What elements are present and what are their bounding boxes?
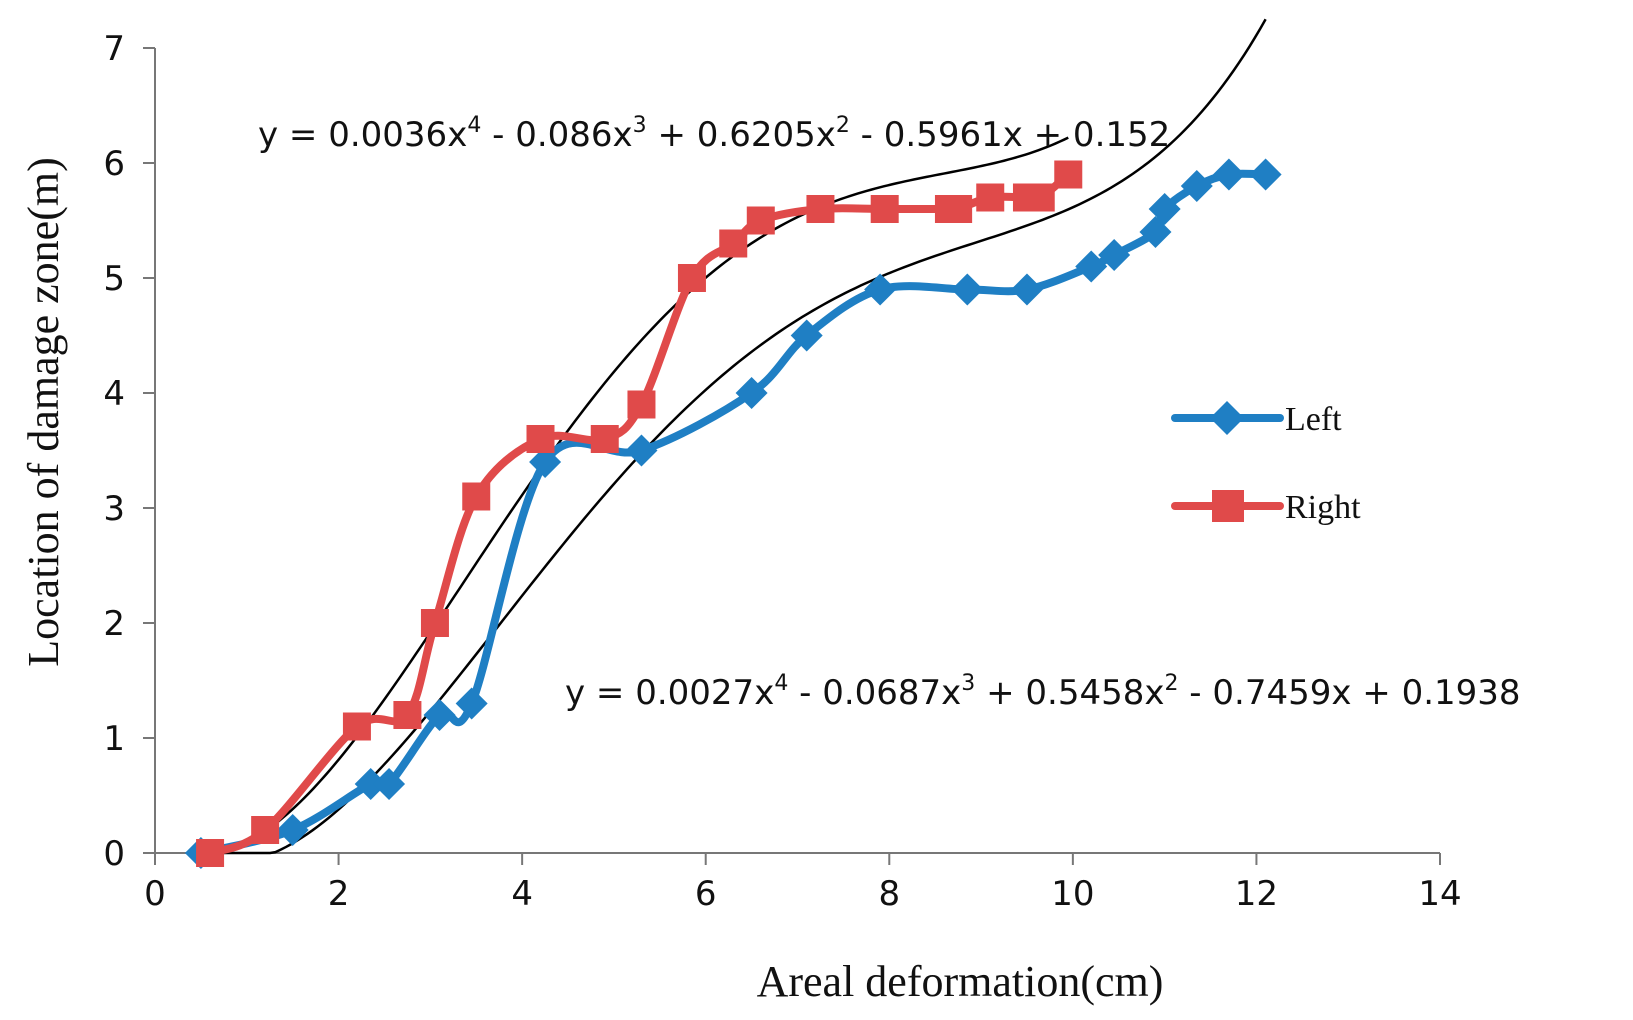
data-point-left (1212, 158, 1245, 191)
x-tick-label: 4 (511, 874, 533, 914)
data-point-right (719, 229, 748, 258)
data-point-left (1098, 239, 1131, 271)
data-point-right (420, 609, 449, 637)
series-group (184, 158, 1282, 869)
data-point-right (196, 839, 225, 867)
data-point-left (625, 434, 658, 467)
x-tick-label: 0 (144, 874, 166, 914)
data-point-left (1010, 273, 1043, 306)
data-point-left (735, 377, 768, 409)
data-point-left (373, 768, 406, 800)
y-tick-label: 5 (103, 259, 125, 299)
legend-marker-right (1212, 490, 1244, 522)
x-tick-label: 14 (1418, 874, 1461, 914)
y-tick-label: 2 (103, 604, 125, 644)
series-line-left (196, 169, 1270, 857)
legend: Left Right (1171, 401, 1361, 526)
data-point-left (423, 699, 456, 731)
y-tick-label: 7 (103, 29, 125, 69)
data-point-right (627, 390, 656, 419)
x-tick-label: 12 (1235, 874, 1278, 914)
data-point-right (976, 183, 1005, 212)
data-point-right (1026, 183, 1055, 212)
data-point-left (354, 768, 387, 800)
data-point-right (590, 425, 619, 453)
x-axis-title: Areal deformation(cm) (757, 957, 1164, 1006)
data-point-right (870, 195, 899, 223)
data-point-right (526, 425, 555, 453)
data-point-left (529, 446, 562, 478)
legend-label-right: Right (1285, 489, 1361, 526)
legend-marker-left (1210, 401, 1244, 435)
y-tick-label: 6 (103, 144, 125, 184)
y-tick-label: 1 (103, 719, 125, 759)
series-line-right (206, 170, 1073, 857)
trendline-equation-right: y = 0.0036x4 - 0.086x3 + 0.6205x2 - 0.59… (258, 113, 1170, 155)
trendline-right (209, 136, 1069, 855)
data-point-right (677, 264, 706, 292)
data-point-right (342, 712, 371, 741)
trendline-left (200, 18, 1267, 855)
data-point-right (462, 482, 491, 511)
data-point-right (746, 206, 775, 235)
data-point-left (1139, 216, 1172, 248)
data-point-left (1180, 170, 1213, 202)
data-point-left (276, 814, 309, 846)
data-point-right (393, 701, 422, 729)
trendlines (200, 18, 1267, 855)
data-point-left (455, 687, 488, 720)
x-tick-label: 2 (328, 874, 350, 914)
data-point-left (1075, 250, 1108, 283)
y-tick-label: 4 (103, 374, 125, 414)
x-tick-label: 10 (1051, 874, 1094, 914)
x-tick-label: 8 (878, 874, 900, 914)
y-tick-label: 3 (103, 489, 125, 529)
data-point-left (1148, 193, 1181, 225)
y-axis-title: Location of damage zone(m) (19, 157, 68, 666)
y-tick-label: 0 (103, 834, 125, 874)
data-point-left (951, 273, 984, 306)
data-point-left (1249, 158, 1282, 191)
data-point-right (251, 816, 280, 844)
trendline-equation-left: y = 0.0027x4 - 0.0687x3 + 0.5458x2 - 0.7… (565, 671, 1521, 713)
x-tick-label: 6 (695, 874, 717, 914)
data-point-right (1054, 160, 1083, 189)
data-point-left (790, 319, 823, 352)
legend-label-left: Left (1285, 401, 1342, 438)
data-point-right (944, 195, 973, 223)
data-point-left (864, 273, 897, 306)
data-point-right (806, 195, 835, 223)
